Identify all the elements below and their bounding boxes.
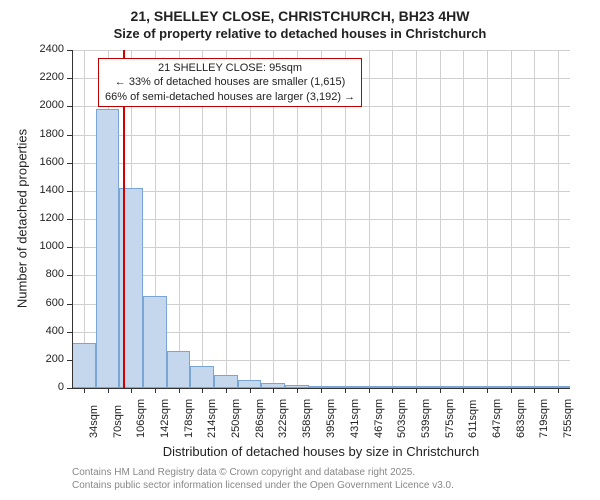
y-tick-mark [67,360,72,361]
histogram-bar [238,380,262,388]
x-tick-mark [392,388,393,393]
x-tick-label: 503sqm [396,399,408,438]
x-tick-label: 647sqm [491,399,503,438]
histogram-bar [167,351,191,388]
annotation-line1: 21 SHELLEY CLOSE: 95sqm [105,61,355,75]
x-tick-label: 539sqm [420,399,432,438]
x-tick-mark [226,388,227,393]
x-tick-mark [202,388,203,393]
y-axis-line [72,50,73,388]
x-tick-label: 358sqm [301,399,313,438]
x-tick-label: 611sqm [467,400,479,438]
y-tick-mark [67,275,72,276]
histogram-bar [96,109,120,388]
x-tick-mark [297,388,298,393]
annotation-line2: ← 33% of detached houses are smaller (1,… [105,75,355,89]
x-tick-label: 250sqm [230,399,242,438]
x-tick-mark [108,388,109,393]
y-tick-mark [67,163,72,164]
y-tick-label: 1600 [30,156,64,168]
attribution-footer: Contains HM Land Registry data © Crown c… [72,466,454,492]
x-tick-mark [321,388,322,393]
h-grid-line [72,275,570,276]
y-tick-label: 200 [30,353,64,365]
x-tick-label: 755sqm [562,399,574,438]
h-grid-line [72,50,570,51]
title-group: 21, SHELLEY CLOSE, CHRISTCHURCH, BH23 4H… [0,0,600,41]
x-tick-mark [369,388,370,393]
x-tick-mark [345,388,346,393]
x-tick-mark [558,388,559,393]
y-tick-label: 400 [30,325,64,337]
title-line1: 21, SHELLEY CLOSE, CHRISTCHURCH, BH23 4H… [0,8,600,24]
y-tick-mark [67,106,72,107]
annotation-box: 21 SHELLEY CLOSE: 95sqm← 33% of detached… [98,58,362,107]
y-tick-label: 1000 [30,240,64,252]
x-tick-label: 106sqm [135,399,147,438]
x-tick-label: 719sqm [538,399,550,438]
y-tick-mark [67,304,72,305]
x-tick-mark [179,388,180,393]
y-tick-label: 600 [30,297,64,309]
x-tick-mark [155,388,156,393]
x-tick-mark [416,388,417,393]
y-tick-label: 1400 [30,184,64,196]
y-tick-mark [67,332,72,333]
x-tick-label: 467sqm [373,399,385,438]
x-tick-label: 395sqm [325,399,337,438]
x-tick-label: 431sqm [349,399,361,438]
h-grid-line [72,163,570,164]
x-tick-mark [250,388,251,393]
x-tick-label: 683sqm [515,399,527,438]
histogram-bar [190,366,214,388]
histogram-bar [214,375,238,388]
y-tick-mark [67,247,72,248]
x-tick-label: 34sqm [88,405,100,438]
h-grid-line [72,247,570,248]
x-tick-label: 214sqm [206,399,218,438]
y-tick-mark [67,50,72,51]
y-tick-mark [67,388,72,389]
y-tick-mark [67,219,72,220]
histogram-bar [143,296,167,388]
x-tick-mark [463,388,464,393]
x-tick-mark [534,388,535,393]
x-tick-mark [511,388,512,393]
x-tick-label: 286sqm [254,399,266,438]
footer-line2: Contains public sector information licen… [72,479,454,492]
x-tick-label: 142sqm [159,399,171,438]
y-tick-label: 1200 [30,212,64,224]
y-tick-mark [67,135,72,136]
y-tick-mark [67,78,72,79]
annotation-line3: 66% of semi-detached houses are larger (… [105,90,355,104]
y-tick-label: 800 [30,268,64,280]
x-tick-label: 178sqm [183,399,195,438]
y-axis-label: Number of detached properties [15,119,30,319]
x-tick-label: 70sqm [112,405,124,438]
title-line2: Size of property relative to detached ho… [0,26,600,41]
x-tick-mark [440,388,441,393]
x-tick-label: 322sqm [277,399,289,438]
x-tick-mark [131,388,132,393]
y-tick-label: 2000 [30,99,64,111]
y-tick-mark [67,191,72,192]
chart-container: 21, SHELLEY CLOSE, CHRISTCHURCH, BH23 4H… [0,0,600,500]
x-tick-mark [84,388,85,393]
y-tick-label: 0 [30,381,64,393]
y-tick-label: 2400 [30,43,64,55]
x-tick-mark [273,388,274,393]
histogram-bar [72,343,96,388]
h-grid-line [72,219,570,220]
x-axis-label: Distribution of detached houses by size … [72,444,570,459]
y-tick-label: 1800 [30,128,64,140]
x-tick-mark [487,388,488,393]
h-grid-line [72,135,570,136]
x-tick-label: 575sqm [444,399,456,438]
h-grid-line [72,191,570,192]
y-tick-label: 2200 [30,71,64,83]
footer-line1: Contains HM Land Registry data © Crown c… [72,466,454,479]
